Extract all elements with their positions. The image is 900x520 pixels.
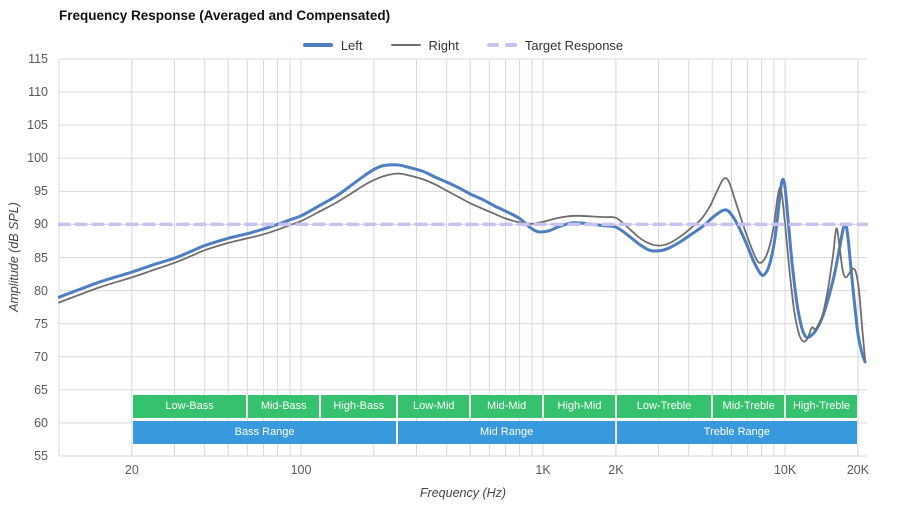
- legend-swatch-target-response-icon: [486, 43, 517, 47]
- legend-item-target-response[interactable]: Target Response: [486, 37, 624, 53]
- curve-right: [58, 172, 866, 361]
- y-tick-label: 60: [34, 415, 48, 430]
- band-high-mid: High-Mid: [544, 395, 615, 418]
- x-tick-label: 2K: [608, 463, 624, 477]
- legend-label: Target Response: [524, 37, 624, 53]
- y-tick-label: 100: [27, 151, 48, 166]
- legend-label: Left: [340, 37, 363, 53]
- y-tick-label: 55: [34, 449, 48, 463]
- band-mid-mid: Mid-Mid: [471, 395, 543, 418]
- chart-title: Frequency Response (Averaged and Compens…: [59, 8, 391, 23]
- y-tick-label: 70: [34, 349, 48, 364]
- curve-left: [58, 163, 867, 364]
- band-low-bass: Low-Bass: [132, 395, 247, 418]
- legend-item-left[interactable]: Left: [302, 37, 363, 53]
- y-tick-label: 110: [28, 85, 48, 100]
- legend: Left Right Target Response: [59, 36, 867, 54]
- band-mid-bass: Mid-Bass: [248, 395, 320, 418]
- band-low-mid: Low-Mid: [398, 395, 470, 418]
- band-mid-treble: Mid-Treble: [713, 395, 785, 418]
- y-tick-label: 75: [34, 316, 48, 331]
- legend-item-right[interactable]: Right: [390, 37, 459, 53]
- y-tick-label: 65: [34, 382, 48, 397]
- legend-swatch-right-icon: [390, 44, 421, 46]
- legend-swatch-left-icon: [302, 43, 333, 47]
- y-tick-label: 95: [34, 184, 48, 199]
- x-tick-label: 1K: [535, 463, 551, 477]
- band-mid-range: Mid Range: [398, 421, 615, 444]
- band-low-treble: Low-Treble: [616, 395, 712, 418]
- band-treble-range: Treble Range: [616, 421, 857, 444]
- y-tick-label: 115: [28, 52, 48, 66]
- band-bass-range: Bass Range: [132, 421, 397, 444]
- x-tick-label: 10K: [773, 463, 797, 477]
- y-tick-label: 90: [34, 217, 48, 232]
- band-high-treble: High-Treble: [786, 395, 857, 418]
- x-tick-label: 100: [290, 463, 312, 477]
- x-tick-label: 20K: [846, 463, 870, 477]
- y-tick-label: 80: [34, 283, 48, 298]
- legend-label: Right: [428, 37, 459, 53]
- x-axis-label: Frequency (Hz): [419, 486, 507, 500]
- y-axis-label: Amplitude (dB SPL): [7, 202, 21, 312]
- band-high-bass: High-Bass: [321, 395, 397, 418]
- y-tick-label: 105: [27, 118, 48, 133]
- x-tick-label: 20: [124, 463, 139, 477]
- y-tick-label: 85: [34, 250, 48, 265]
